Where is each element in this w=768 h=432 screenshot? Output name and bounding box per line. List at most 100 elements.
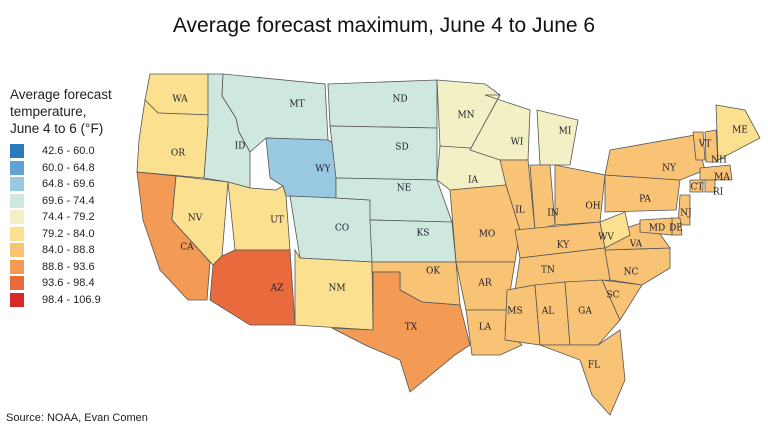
state-ut (227, 181, 291, 251)
legend-swatch (10, 144, 24, 159)
legend-rows: 42.6 - 60.0 60.0 - 64.8 64.8 - 69.6 69.6 - … (10, 143, 140, 308)
state-me (715, 104, 761, 161)
state-label-me: ME (732, 126, 748, 136)
state-label-ct: CT (691, 183, 704, 193)
state-label-ar: AR (477, 279, 491, 289)
legend-swatch (10, 177, 24, 192)
state-label-co: CO (335, 224, 349, 234)
legend-item: 64.8 - 69.6 (10, 176, 140, 193)
state-label-la: LA (479, 323, 492, 333)
state-nc (604, 247, 671, 286)
state-label-ky: KY (557, 241, 570, 251)
state-label-sd: SD (395, 143, 408, 153)
state-label-ny: NY (662, 164, 677, 174)
state-label-sc: SC (606, 291, 619, 301)
state-label-ia: IA (468, 176, 479, 186)
legend: Average forecast temperature, June 4 to … (10, 86, 140, 308)
legend-label: 64.8 - 69.6 (42, 178, 95, 191)
state-label-ut: UT (270, 216, 284, 226)
legend-item: 93.6 - 98.4 (10, 275, 140, 292)
state-label-fl: FL (588, 361, 600, 371)
state-labels: WA OR CA NV ID MT WY UT CO AZ NM ND SD NE KS OK TX MN IA MO… (171, 95, 748, 371)
state-ct (689, 179, 704, 193)
state-label-tn: TN (541, 266, 555, 276)
legend-label: 60.0 - 64.8 (42, 161, 95, 174)
state-ma (699, 164, 733, 181)
legend-label: 79.2 - 84.0 (42, 227, 95, 240)
state-label-nd: ND (392, 95, 407, 105)
state-ri (704, 179, 716, 193)
state-shapes (136, 73, 761, 416)
state-mt (221, 73, 329, 153)
state-nd (327, 79, 438, 129)
state-label-wv: WV (598, 233, 614, 243)
legend-swatch (10, 243, 24, 258)
state-label-mo: MO (479, 230, 496, 240)
legend-item: 84.0 - 88.8 (10, 242, 140, 259)
state-label-vt: VT (698, 140, 712, 150)
state-label-va: VA (629, 240, 643, 250)
legend-item: 88.8 - 93.6 (10, 259, 140, 276)
state-mi (536, 109, 579, 166)
legend-label: 84.0 - 88.8 (42, 244, 95, 257)
legend-title-line: Average forecast (10, 87, 112, 102)
state-ks (369, 219, 457, 263)
state-label-ri: RI (713, 188, 724, 198)
state-label-ok: OK (426, 267, 440, 277)
state-label-nj: NJ (680, 209, 692, 219)
state-nm (294, 248, 374, 331)
state-md (639, 217, 673, 236)
legend-swatch (10, 259, 24, 274)
state-nh (704, 129, 719, 163)
state-label-in: IN (547, 209, 559, 219)
state-label-ga: GA (578, 307, 592, 317)
legend-swatch (10, 226, 24, 241)
state-label-al: AL (541, 307, 554, 317)
legend-title-line: June 4 to 6 (°F) (10, 121, 104, 136)
state-label-mn: MN (457, 111, 474, 121)
state-label-tx: TX (405, 323, 418, 333)
state-label-pa: PA (639, 195, 651, 205)
state-label-ca: CA (180, 243, 194, 253)
legend-label: 88.8 - 93.6 (42, 260, 95, 273)
state-label-md: MD (649, 224, 665, 234)
state-label-nv: NV (188, 214, 203, 224)
state-nj (677, 194, 691, 226)
legend-item: 69.6 - 74.4 (10, 193, 140, 210)
state-label-wi: WI (511, 138, 524, 148)
state-label-il: IL (515, 206, 525, 216)
state-co (289, 195, 373, 263)
state-label-mt: MT (289, 100, 304, 110)
legend-swatch (10, 276, 24, 291)
state-label-nm: NM (328, 284, 345, 294)
state-label-az: AZ (270, 284, 284, 294)
state-ny (604, 134, 706, 181)
state-label-mi: MI (559, 127, 572, 137)
state-oh (554, 164, 606, 226)
legend-swatch (10, 292, 24, 307)
state-label-nh: NH (711, 156, 727, 166)
state-sd (329, 125, 438, 181)
state-vt (692, 131, 706, 161)
legend-item: 60.0 - 64.8 (10, 160, 140, 177)
legend-swatch (10, 193, 24, 208)
state-label-ne: NE (397, 184, 411, 194)
state-label-wy: WY (315, 165, 331, 175)
legend-title: Average forecast temperature, June 4 to … (10, 86, 140, 137)
state-label-ks: KS (417, 229, 430, 239)
legend-item: 79.2 - 84.0 (10, 226, 140, 243)
legend-label: 74.4 - 79.2 (42, 211, 95, 224)
state-pa (604, 174, 681, 213)
legend-label: 69.6 - 74.4 (42, 194, 95, 207)
legend-label: 42.6 - 60.0 (42, 145, 95, 158)
state-sc (601, 279, 643, 321)
map-title: Average forecast maximum, June 4 to June… (172, 14, 596, 37)
state-label-ma: MA (714, 173, 730, 183)
legend-item: 42.6 - 60.0 (10, 143, 140, 160)
state-wv (599, 211, 631, 249)
source-note: Source: NOAA, Evan Comen (6, 412, 148, 424)
state-tx (331, 271, 471, 393)
legend-title-line: temperature, (10, 104, 87, 119)
state-az (209, 249, 296, 326)
state-label-de: DE (669, 224, 683, 234)
